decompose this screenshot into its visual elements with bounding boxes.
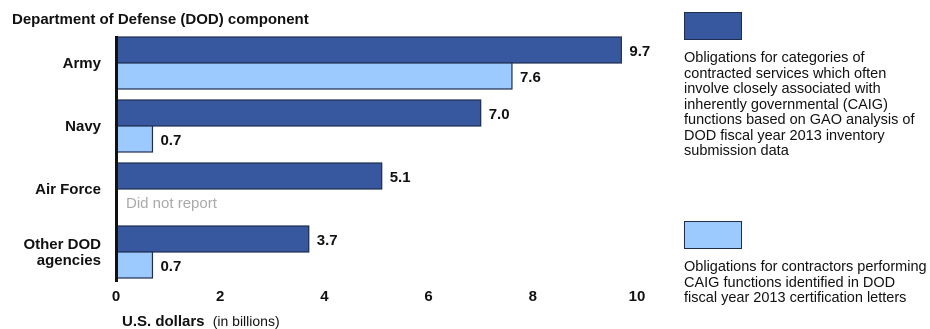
bar-other-dod-agencies-series-1 (115, 225, 310, 253)
bar-air-force-series-1 (115, 162, 383, 190)
data-label-army-series-1: 9.7 (629, 43, 650, 60)
legend-label-1: Obligations for categories of contracted… (684, 50, 915, 159)
chart-title: Department of Defense (DOD) component (12, 11, 309, 28)
category-label-air-force: Air Force (35, 181, 101, 198)
category-label-other-dod-agencies: Other DOD agencies (23, 236, 101, 269)
bar-army-series-2 (115, 62, 513, 90)
x-tick-label-6: 6 (424, 288, 432, 305)
x-tick-label-10: 10 (629, 288, 646, 305)
bar-army-series-1 (115, 36, 622, 64)
data-label-other-dod-agencies-series-2: 0.7 (160, 258, 181, 275)
x-axis-label-units: (in billions) (213, 313, 280, 329)
bar-other-dod-agencies-series-2 (115, 251, 154, 279)
bar-navy-series-2 (115, 125, 154, 153)
category-label-navy: Navy (65, 118, 102, 135)
bar-navy-series-1 (115, 99, 482, 127)
legend-label-2: Obligations for contractors performing C… (684, 259, 927, 306)
legend-swatch-1 (684, 12, 742, 40)
missing-note-air-force: Did not report (126, 195, 218, 212)
data-label-air-force-series-1: 5.1 (390, 169, 411, 186)
x-tick-label-4: 4 (320, 288, 329, 305)
data-label-other-dod-agencies-series-1: 3.7 (317, 232, 338, 249)
x-axis-label: U.S. dollars (in billions) (122, 313, 280, 329)
x-axis-label-main: U.S. dollars (122, 313, 205, 329)
x-tick-label-2: 2 (216, 288, 224, 305)
data-label-army-series-2: 7.6 (520, 69, 541, 86)
legend-swatch-2 (684, 221, 742, 249)
data-label-navy-series-2: 0.7 (160, 132, 181, 149)
x-tick-label-0: 0 (112, 288, 120, 305)
x-tick-label-8: 8 (529, 288, 537, 305)
category-label-army: Army (63, 55, 102, 72)
data-label-navy-series-1: 7.0 (489, 106, 510, 123)
